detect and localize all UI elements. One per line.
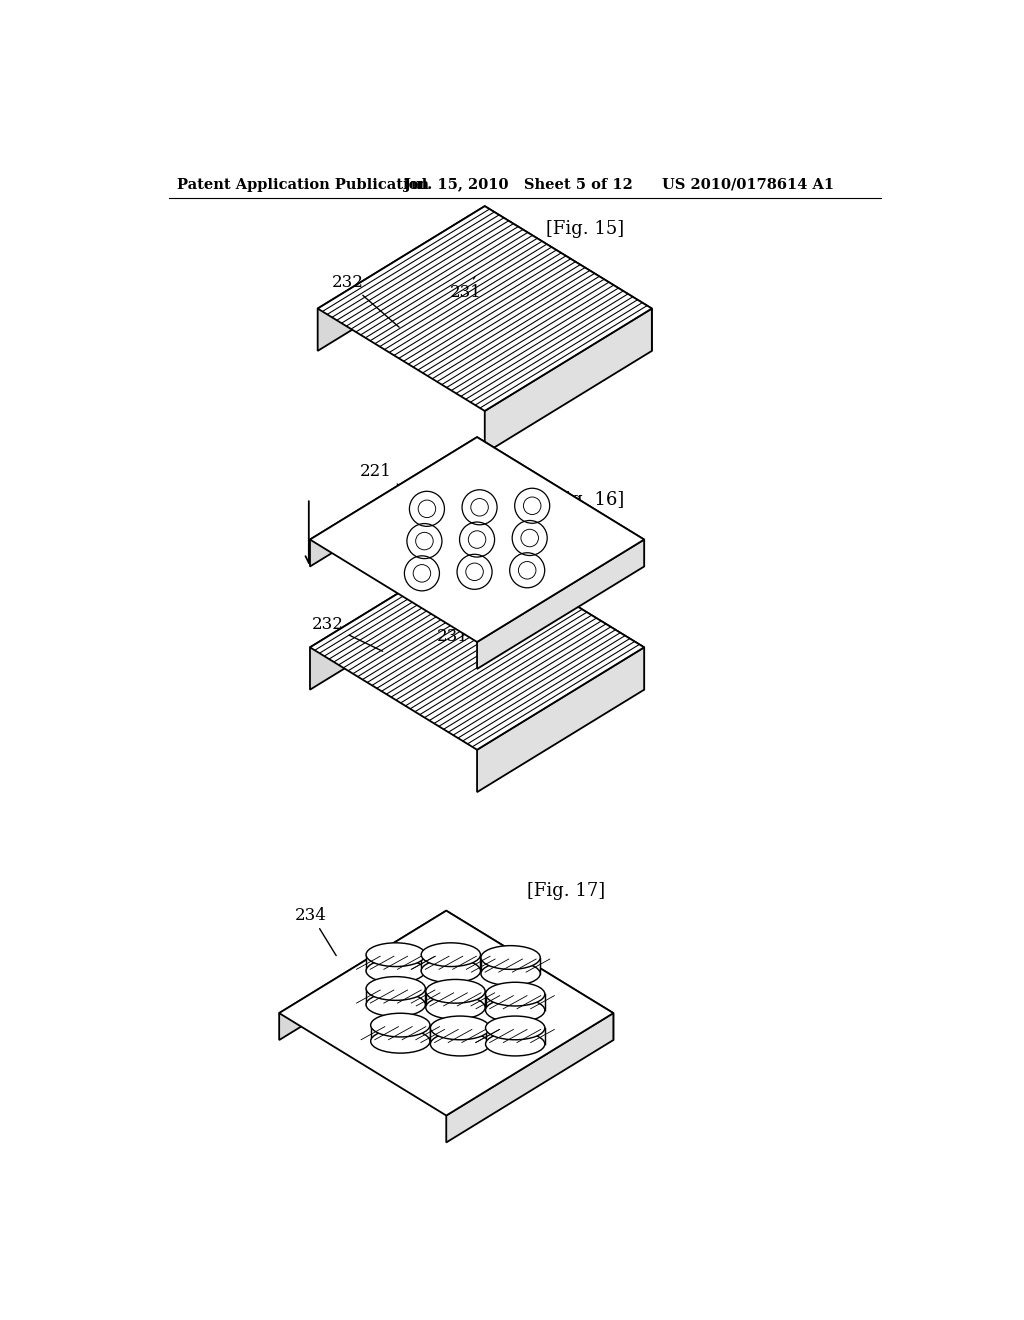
Text: [Fig. 15]: [Fig. 15]: [546, 220, 624, 238]
Polygon shape: [430, 1028, 489, 1044]
Polygon shape: [310, 545, 477, 689]
Polygon shape: [317, 206, 484, 351]
Text: 232: 232: [312, 616, 383, 651]
Polygon shape: [280, 911, 446, 1040]
Ellipse shape: [366, 942, 425, 966]
Text: 231: 231: [450, 276, 481, 301]
Polygon shape: [477, 540, 644, 669]
Polygon shape: [421, 954, 480, 970]
Ellipse shape: [426, 995, 485, 1019]
Polygon shape: [477, 545, 644, 689]
Polygon shape: [366, 989, 425, 1005]
Ellipse shape: [481, 962, 541, 986]
Text: Jul. 15, 2010   Sheet 5 of 12: Jul. 15, 2010 Sheet 5 of 12: [403, 178, 633, 191]
Polygon shape: [366, 954, 425, 970]
Polygon shape: [310, 437, 477, 566]
Polygon shape: [484, 309, 652, 453]
Ellipse shape: [366, 993, 425, 1016]
Polygon shape: [481, 957, 541, 974]
Ellipse shape: [371, 1014, 430, 1038]
Polygon shape: [484, 206, 652, 351]
Polygon shape: [310, 545, 644, 750]
Polygon shape: [426, 991, 485, 1007]
Ellipse shape: [485, 982, 545, 1006]
Ellipse shape: [485, 998, 545, 1022]
Polygon shape: [446, 1014, 613, 1143]
Polygon shape: [477, 437, 644, 566]
Ellipse shape: [430, 1016, 489, 1040]
Ellipse shape: [366, 977, 425, 1001]
Ellipse shape: [421, 942, 480, 966]
Polygon shape: [280, 911, 613, 1115]
Text: [Fig. 16]: [Fig. 16]: [546, 491, 624, 510]
Text: 231: 231: [437, 620, 469, 645]
Polygon shape: [485, 1028, 545, 1044]
Polygon shape: [310, 437, 644, 642]
Text: 221: 221: [360, 463, 408, 490]
Text: Patent Application Publication: Patent Application Publication: [177, 178, 429, 191]
Text: 232: 232: [332, 273, 399, 327]
Ellipse shape: [430, 1032, 489, 1056]
Ellipse shape: [426, 979, 485, 1003]
Ellipse shape: [481, 945, 541, 969]
Ellipse shape: [421, 960, 480, 982]
Text: 231: 231: [415, 956, 446, 981]
Polygon shape: [317, 206, 652, 411]
Ellipse shape: [485, 1032, 545, 1056]
Polygon shape: [371, 1026, 430, 1041]
Text: US 2010/0178614 A1: US 2010/0178614 A1: [662, 178, 834, 191]
Polygon shape: [446, 911, 613, 1040]
Ellipse shape: [371, 1030, 430, 1053]
Text: [Fig. 17]: [Fig. 17]: [526, 882, 605, 900]
Polygon shape: [485, 994, 545, 1010]
Ellipse shape: [366, 960, 425, 982]
Text: 234: 234: [295, 907, 336, 956]
Polygon shape: [477, 647, 644, 792]
Ellipse shape: [485, 1016, 545, 1040]
